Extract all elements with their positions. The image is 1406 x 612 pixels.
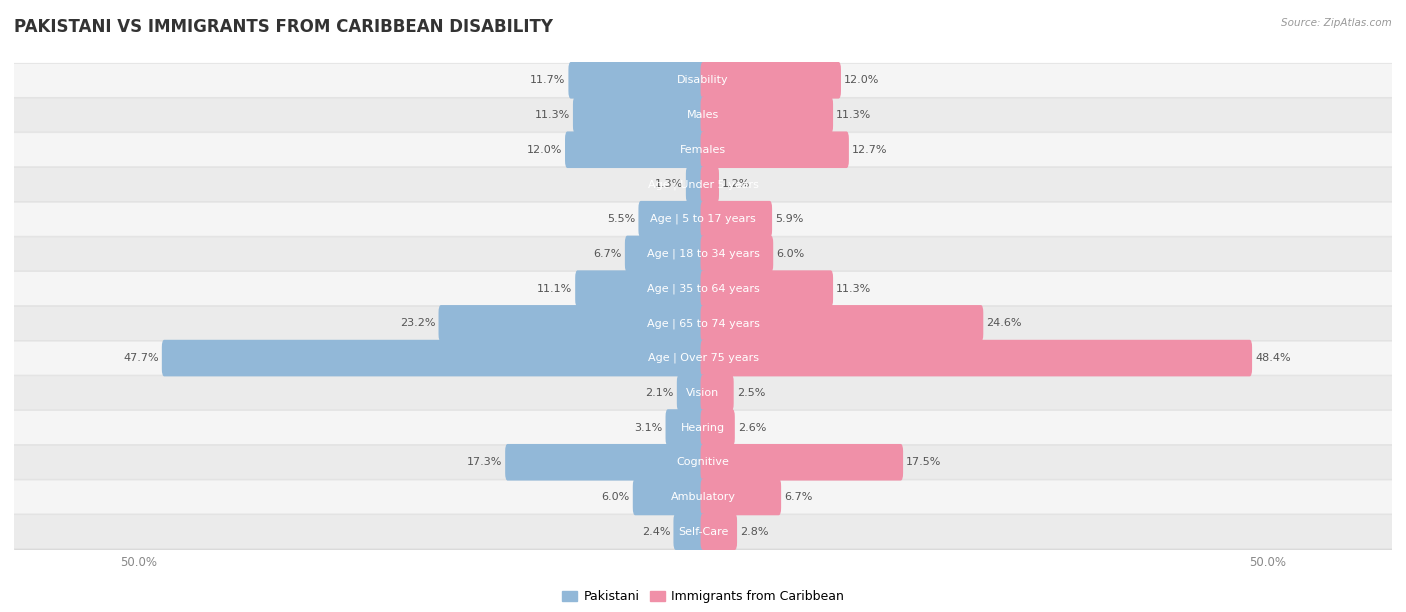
FancyBboxPatch shape bbox=[0, 133, 1406, 166]
Text: 23.2%: 23.2% bbox=[399, 318, 436, 329]
FancyBboxPatch shape bbox=[700, 236, 773, 272]
FancyBboxPatch shape bbox=[0, 98, 1406, 132]
Text: 6.7%: 6.7% bbox=[785, 492, 813, 502]
Text: Age | 65 to 74 years: Age | 65 to 74 years bbox=[647, 318, 759, 329]
Text: 11.7%: 11.7% bbox=[530, 75, 565, 85]
FancyBboxPatch shape bbox=[700, 305, 983, 341]
Text: 1.2%: 1.2% bbox=[723, 179, 751, 190]
FancyBboxPatch shape bbox=[568, 62, 706, 99]
Text: Age | Under 5 years: Age | Under 5 years bbox=[648, 179, 758, 190]
Text: 17.5%: 17.5% bbox=[907, 457, 942, 467]
Text: PAKISTANI VS IMMIGRANTS FROM CARIBBEAN DISABILITY: PAKISTANI VS IMMIGRANTS FROM CARIBBEAN D… bbox=[14, 18, 553, 36]
Text: 48.4%: 48.4% bbox=[1256, 353, 1291, 363]
FancyBboxPatch shape bbox=[0, 480, 1406, 514]
Text: Age | 35 to 64 years: Age | 35 to 64 years bbox=[647, 283, 759, 294]
FancyBboxPatch shape bbox=[0, 202, 1406, 236]
FancyBboxPatch shape bbox=[700, 132, 849, 168]
Text: Vision: Vision bbox=[686, 388, 720, 398]
Text: 5.9%: 5.9% bbox=[775, 214, 804, 224]
Text: 6.7%: 6.7% bbox=[593, 249, 621, 259]
Text: Males: Males bbox=[688, 110, 718, 120]
FancyBboxPatch shape bbox=[700, 409, 735, 446]
Text: Self-Care: Self-Care bbox=[678, 527, 728, 537]
FancyBboxPatch shape bbox=[0, 307, 1406, 340]
FancyBboxPatch shape bbox=[700, 166, 718, 203]
FancyBboxPatch shape bbox=[700, 201, 772, 237]
FancyBboxPatch shape bbox=[0, 341, 1406, 375]
Text: Hearing: Hearing bbox=[681, 422, 725, 433]
FancyBboxPatch shape bbox=[0, 237, 1406, 271]
FancyBboxPatch shape bbox=[700, 340, 1253, 376]
FancyBboxPatch shape bbox=[0, 446, 1406, 479]
Text: 11.3%: 11.3% bbox=[837, 283, 872, 294]
Text: 2.5%: 2.5% bbox=[737, 388, 765, 398]
FancyBboxPatch shape bbox=[0, 168, 1406, 201]
FancyBboxPatch shape bbox=[700, 62, 841, 99]
FancyBboxPatch shape bbox=[0, 272, 1406, 305]
Text: 6.0%: 6.0% bbox=[602, 492, 630, 502]
Text: 11.3%: 11.3% bbox=[837, 110, 872, 120]
FancyBboxPatch shape bbox=[0, 515, 1406, 549]
FancyBboxPatch shape bbox=[565, 132, 706, 168]
Text: 2.4%: 2.4% bbox=[641, 527, 671, 537]
FancyBboxPatch shape bbox=[0, 411, 1406, 444]
Text: 3.1%: 3.1% bbox=[634, 422, 662, 433]
Text: Age | 5 to 17 years: Age | 5 to 17 years bbox=[650, 214, 756, 225]
Text: 12.0%: 12.0% bbox=[844, 75, 880, 85]
Text: 2.1%: 2.1% bbox=[645, 388, 673, 398]
FancyBboxPatch shape bbox=[700, 97, 834, 133]
FancyBboxPatch shape bbox=[162, 340, 706, 376]
FancyBboxPatch shape bbox=[0, 376, 1406, 410]
FancyBboxPatch shape bbox=[700, 444, 903, 480]
Text: 2.6%: 2.6% bbox=[738, 422, 766, 433]
Text: 2.8%: 2.8% bbox=[741, 527, 769, 537]
FancyBboxPatch shape bbox=[673, 513, 706, 550]
FancyBboxPatch shape bbox=[676, 375, 706, 411]
FancyBboxPatch shape bbox=[633, 479, 706, 515]
Text: 6.0%: 6.0% bbox=[776, 249, 804, 259]
Text: Disability: Disability bbox=[678, 75, 728, 85]
Text: 1.3%: 1.3% bbox=[654, 179, 683, 190]
FancyBboxPatch shape bbox=[700, 375, 734, 411]
FancyBboxPatch shape bbox=[686, 166, 706, 203]
FancyBboxPatch shape bbox=[0, 63, 1406, 97]
Text: 17.3%: 17.3% bbox=[467, 457, 502, 467]
Text: Age | Over 75 years: Age | Over 75 years bbox=[648, 353, 758, 364]
Text: 11.3%: 11.3% bbox=[534, 110, 569, 120]
Text: 11.1%: 11.1% bbox=[537, 283, 572, 294]
FancyBboxPatch shape bbox=[572, 97, 706, 133]
Text: 12.7%: 12.7% bbox=[852, 145, 887, 155]
Text: 12.0%: 12.0% bbox=[526, 145, 562, 155]
FancyBboxPatch shape bbox=[638, 201, 706, 237]
FancyBboxPatch shape bbox=[700, 513, 737, 550]
FancyBboxPatch shape bbox=[575, 271, 706, 307]
FancyBboxPatch shape bbox=[439, 305, 706, 341]
Text: Ambulatory: Ambulatory bbox=[671, 492, 735, 502]
Text: 5.5%: 5.5% bbox=[607, 214, 636, 224]
FancyBboxPatch shape bbox=[505, 444, 706, 480]
Legend: Pakistani, Immigrants from Caribbean: Pakistani, Immigrants from Caribbean bbox=[557, 585, 849, 608]
FancyBboxPatch shape bbox=[700, 479, 782, 515]
FancyBboxPatch shape bbox=[700, 271, 834, 307]
FancyBboxPatch shape bbox=[624, 236, 706, 272]
FancyBboxPatch shape bbox=[665, 409, 706, 446]
Text: Source: ZipAtlas.com: Source: ZipAtlas.com bbox=[1281, 18, 1392, 28]
Text: Females: Females bbox=[681, 145, 725, 155]
Text: Age | 18 to 34 years: Age | 18 to 34 years bbox=[647, 248, 759, 259]
Text: 24.6%: 24.6% bbox=[987, 318, 1022, 329]
Text: 47.7%: 47.7% bbox=[122, 353, 159, 363]
Text: Cognitive: Cognitive bbox=[676, 457, 730, 467]
